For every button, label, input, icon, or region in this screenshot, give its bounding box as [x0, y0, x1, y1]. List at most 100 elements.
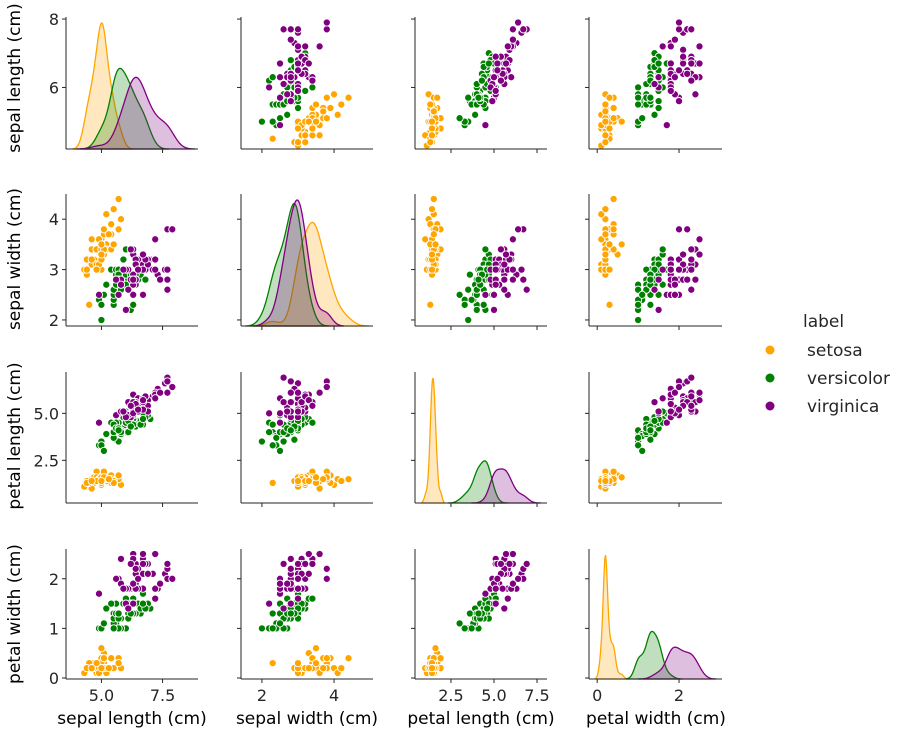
point-virginica	[279, 604, 288, 613]
point-versicolor	[283, 110, 292, 119]
point-virginica	[94, 290, 104, 299]
point-virginica	[674, 382, 684, 392]
y-tick-label: 5.0	[34, 404, 59, 423]
point-setosa	[601, 138, 610, 147]
point-virginica	[695, 42, 704, 51]
point-virginica	[293, 407, 303, 416]
point-virginica	[275, 121, 285, 130]
x-axis-label-petal-width: petal width (cm)	[586, 709, 726, 729]
y-tick-label: 6	[49, 78, 59, 97]
point-virginica	[134, 405, 143, 414]
point-setosa	[337, 100, 346, 109]
point-virginica	[666, 86, 675, 95]
point-versicolor	[634, 83, 643, 92]
point-setosa	[315, 131, 324, 140]
point-versicolor	[638, 290, 647, 299]
point-virginica	[687, 59, 696, 68]
point-virginica	[315, 388, 324, 397]
point-virginica	[514, 574, 523, 583]
point-versicolor	[308, 594, 317, 603]
point-setosa	[99, 654, 108, 663]
point-virginica	[489, 290, 499, 299]
point-setosa	[319, 664, 328, 673]
point-setosa	[609, 114, 618, 123]
point-virginica	[695, 388, 704, 397]
point-virginica	[308, 401, 317, 410]
point-setosa	[311, 473, 321, 482]
point-virginica	[674, 66, 684, 75]
point-virginica	[522, 559, 531, 568]
legend-title: label	[803, 312, 844, 332]
point-setosa	[97, 664, 106, 673]
point-versicolor	[268, 73, 277, 82]
panel-petal-width-vs-sepal-length: 5.0 7.5 0 1 2	[49, 549, 198, 705]
point-setosa	[99, 225, 108, 234]
point-setosa	[308, 131, 317, 140]
point-virginica	[304, 396, 313, 405]
point-setosa	[308, 124, 317, 133]
point-setosa	[427, 131, 437, 140]
point-virginica	[496, 559, 505, 568]
point-virginica	[500, 275, 509, 284]
point-versicolor	[484, 59, 493, 68]
point-virginica	[286, 388, 295, 397]
point-virginica	[279, 25, 288, 34]
point-setosa	[429, 107, 438, 116]
point-versicolor	[471, 110, 480, 119]
point-versicolor	[646, 426, 655, 435]
point-virginica	[156, 388, 165, 397]
legend-label-setosa: setosa	[807, 341, 863, 361]
point-virginica	[124, 604, 133, 613]
point-versicolor	[650, 110, 659, 119]
point-virginica	[491, 52, 500, 61]
point-versicolor	[472, 305, 481, 314]
point-setosa	[304, 664, 313, 673]
point-setosa	[319, 107, 328, 116]
y-tick-label: 3	[49, 261, 59, 280]
point-setosa	[426, 138, 435, 147]
point-virginica	[500, 260, 509, 269]
point-virginica	[674, 97, 684, 106]
point-versicolor	[275, 619, 285, 628]
point-setosa	[311, 117, 321, 126]
point-versicolor	[638, 114, 647, 123]
point-virginica	[514, 18, 523, 27]
point-setosa	[429, 194, 438, 204]
point-virginica	[279, 559, 288, 568]
point-virginica	[151, 594, 160, 603]
point-versicolor	[460, 624, 469, 633]
panel-sepal-length-vs-petal-length	[411, 17, 547, 153]
point-virginica	[129, 599, 138, 608]
panel-petal-length-vs-sepal-width	[237, 372, 373, 507]
point-virginica	[286, 25, 295, 34]
point-virginica	[151, 549, 160, 559]
point-virginica	[126, 245, 135, 254]
x-axis-label-sepal-length: sepal length (cm)	[57, 709, 206, 729]
point-virginica	[293, 379, 303, 388]
point-virginica	[674, 25, 684, 34]
point-virginica	[654, 73, 663, 82]
point-virginica	[670, 388, 679, 397]
point-versicolor	[275, 446, 285, 455]
kde-setosa-sepal-length	[71, 22, 134, 150]
point-versicolor	[634, 441, 643, 450]
point-virginica	[129, 579, 138, 588]
point-versicolor	[455, 619, 464, 628]
point-virginica	[488, 97, 497, 106]
point-virginica	[129, 275, 138, 284]
point-virginica	[674, 405, 684, 414]
point-virginica	[163, 285, 172, 294]
point-virginica	[679, 250, 688, 259]
y-axis-label-petal-length: petal length (cm)	[5, 362, 25, 509]
point-virginica	[119, 584, 128, 593]
point-setosa	[114, 225, 123, 234]
point-setosa	[97, 250, 106, 259]
point-setosa	[109, 205, 118, 214]
panel-sepal-length-vs-petal-width	[585, 17, 722, 153]
point-versicolor	[102, 429, 111, 439]
point-setosa	[97, 476, 106, 486]
point-virginica	[491, 280, 500, 289]
point-virginica	[508, 579, 517, 588]
point-virginica	[679, 52, 688, 61]
point-virginica	[695, 59, 704, 68]
